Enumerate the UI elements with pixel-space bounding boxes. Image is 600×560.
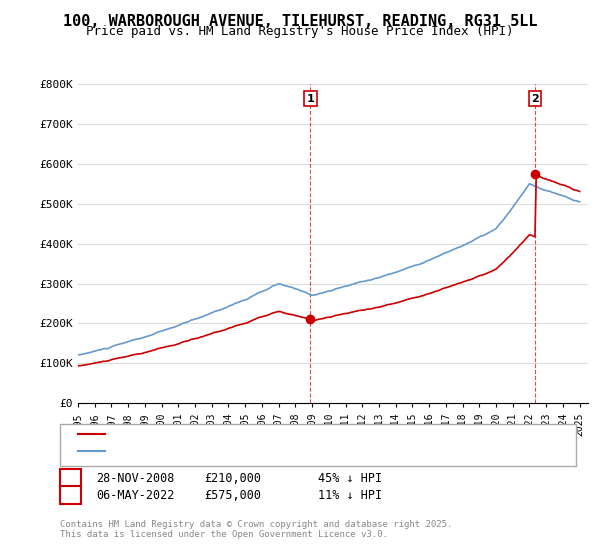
Text: Contains HM Land Registry data © Crown copyright and database right 2025.
This d: Contains HM Land Registry data © Crown c… (60, 520, 452, 539)
Text: Price paid vs. HM Land Registry's House Price Index (HPI): Price paid vs. HM Land Registry's House … (86, 25, 514, 38)
Text: 2: 2 (67, 488, 74, 502)
Text: £575,000: £575,000 (204, 488, 261, 502)
Text: 11% ↓ HPI: 11% ↓ HPI (318, 488, 382, 502)
Text: 1: 1 (307, 94, 314, 104)
Text: 06-MAY-2022: 06-MAY-2022 (96, 488, 175, 502)
Text: £210,000: £210,000 (204, 472, 261, 485)
Text: 28-NOV-2008: 28-NOV-2008 (96, 472, 175, 485)
Text: 100, WARBOROUGH AVENUE, TILEHURST, READING, RG31 5LL: 100, WARBOROUGH AVENUE, TILEHURST, READI… (63, 14, 537, 29)
Text: 2: 2 (532, 94, 539, 104)
Text: 1: 1 (67, 472, 74, 485)
Text: 100, WARBOROUGH AVENUE, TILEHURST, READING, RG31 5LL (detached house): 100, WARBOROUGH AVENUE, TILEHURST, READI… (108, 429, 539, 439)
Text: 45% ↓ HPI: 45% ↓ HPI (318, 472, 382, 485)
Text: HPI: Average price, detached house, West Berkshire: HPI: Average price, detached house, West… (108, 446, 421, 456)
